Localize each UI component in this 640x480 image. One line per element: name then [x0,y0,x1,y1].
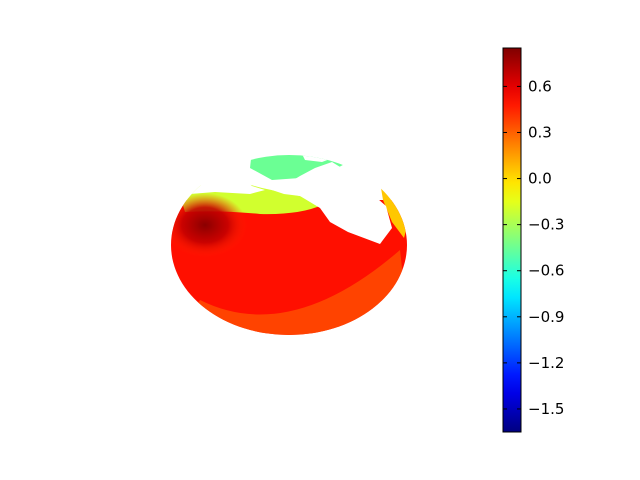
colorbar-tick-label: −0.3 [528,216,564,234]
region-northeast-min [320,155,380,164]
colorbar-tick-label: 0.3 [528,123,552,141]
missing-data-patch [300,155,338,162]
colorbar-tick-label: 0.6 [528,77,552,95]
colorbar-tick-label: −1.2 [528,354,564,372]
colorbar-tick-label: −0.9 [528,308,564,326]
missing-data-patch [180,176,265,194]
colorbar: 0.6 0.3 0.0 −0.3 −0.6 −0.9 −1.2 −1.5 [502,47,564,433]
colorbar-tick-label: −0.6 [528,262,564,280]
region-southwest-max [171,193,247,257]
globe-surface [171,155,407,335]
colorbar-ticks: 0.6 0.3 0.0 −0.3 −0.6 −0.9 −1.2 −1.5 [503,77,564,418]
region-south-rim [171,250,407,335]
colorbar-tick-label: 0.0 [528,170,552,188]
colorbar-tick-label: −1.5 [528,400,564,418]
missing-data-patch [272,162,392,244]
colorbar-gradient [502,47,522,433]
